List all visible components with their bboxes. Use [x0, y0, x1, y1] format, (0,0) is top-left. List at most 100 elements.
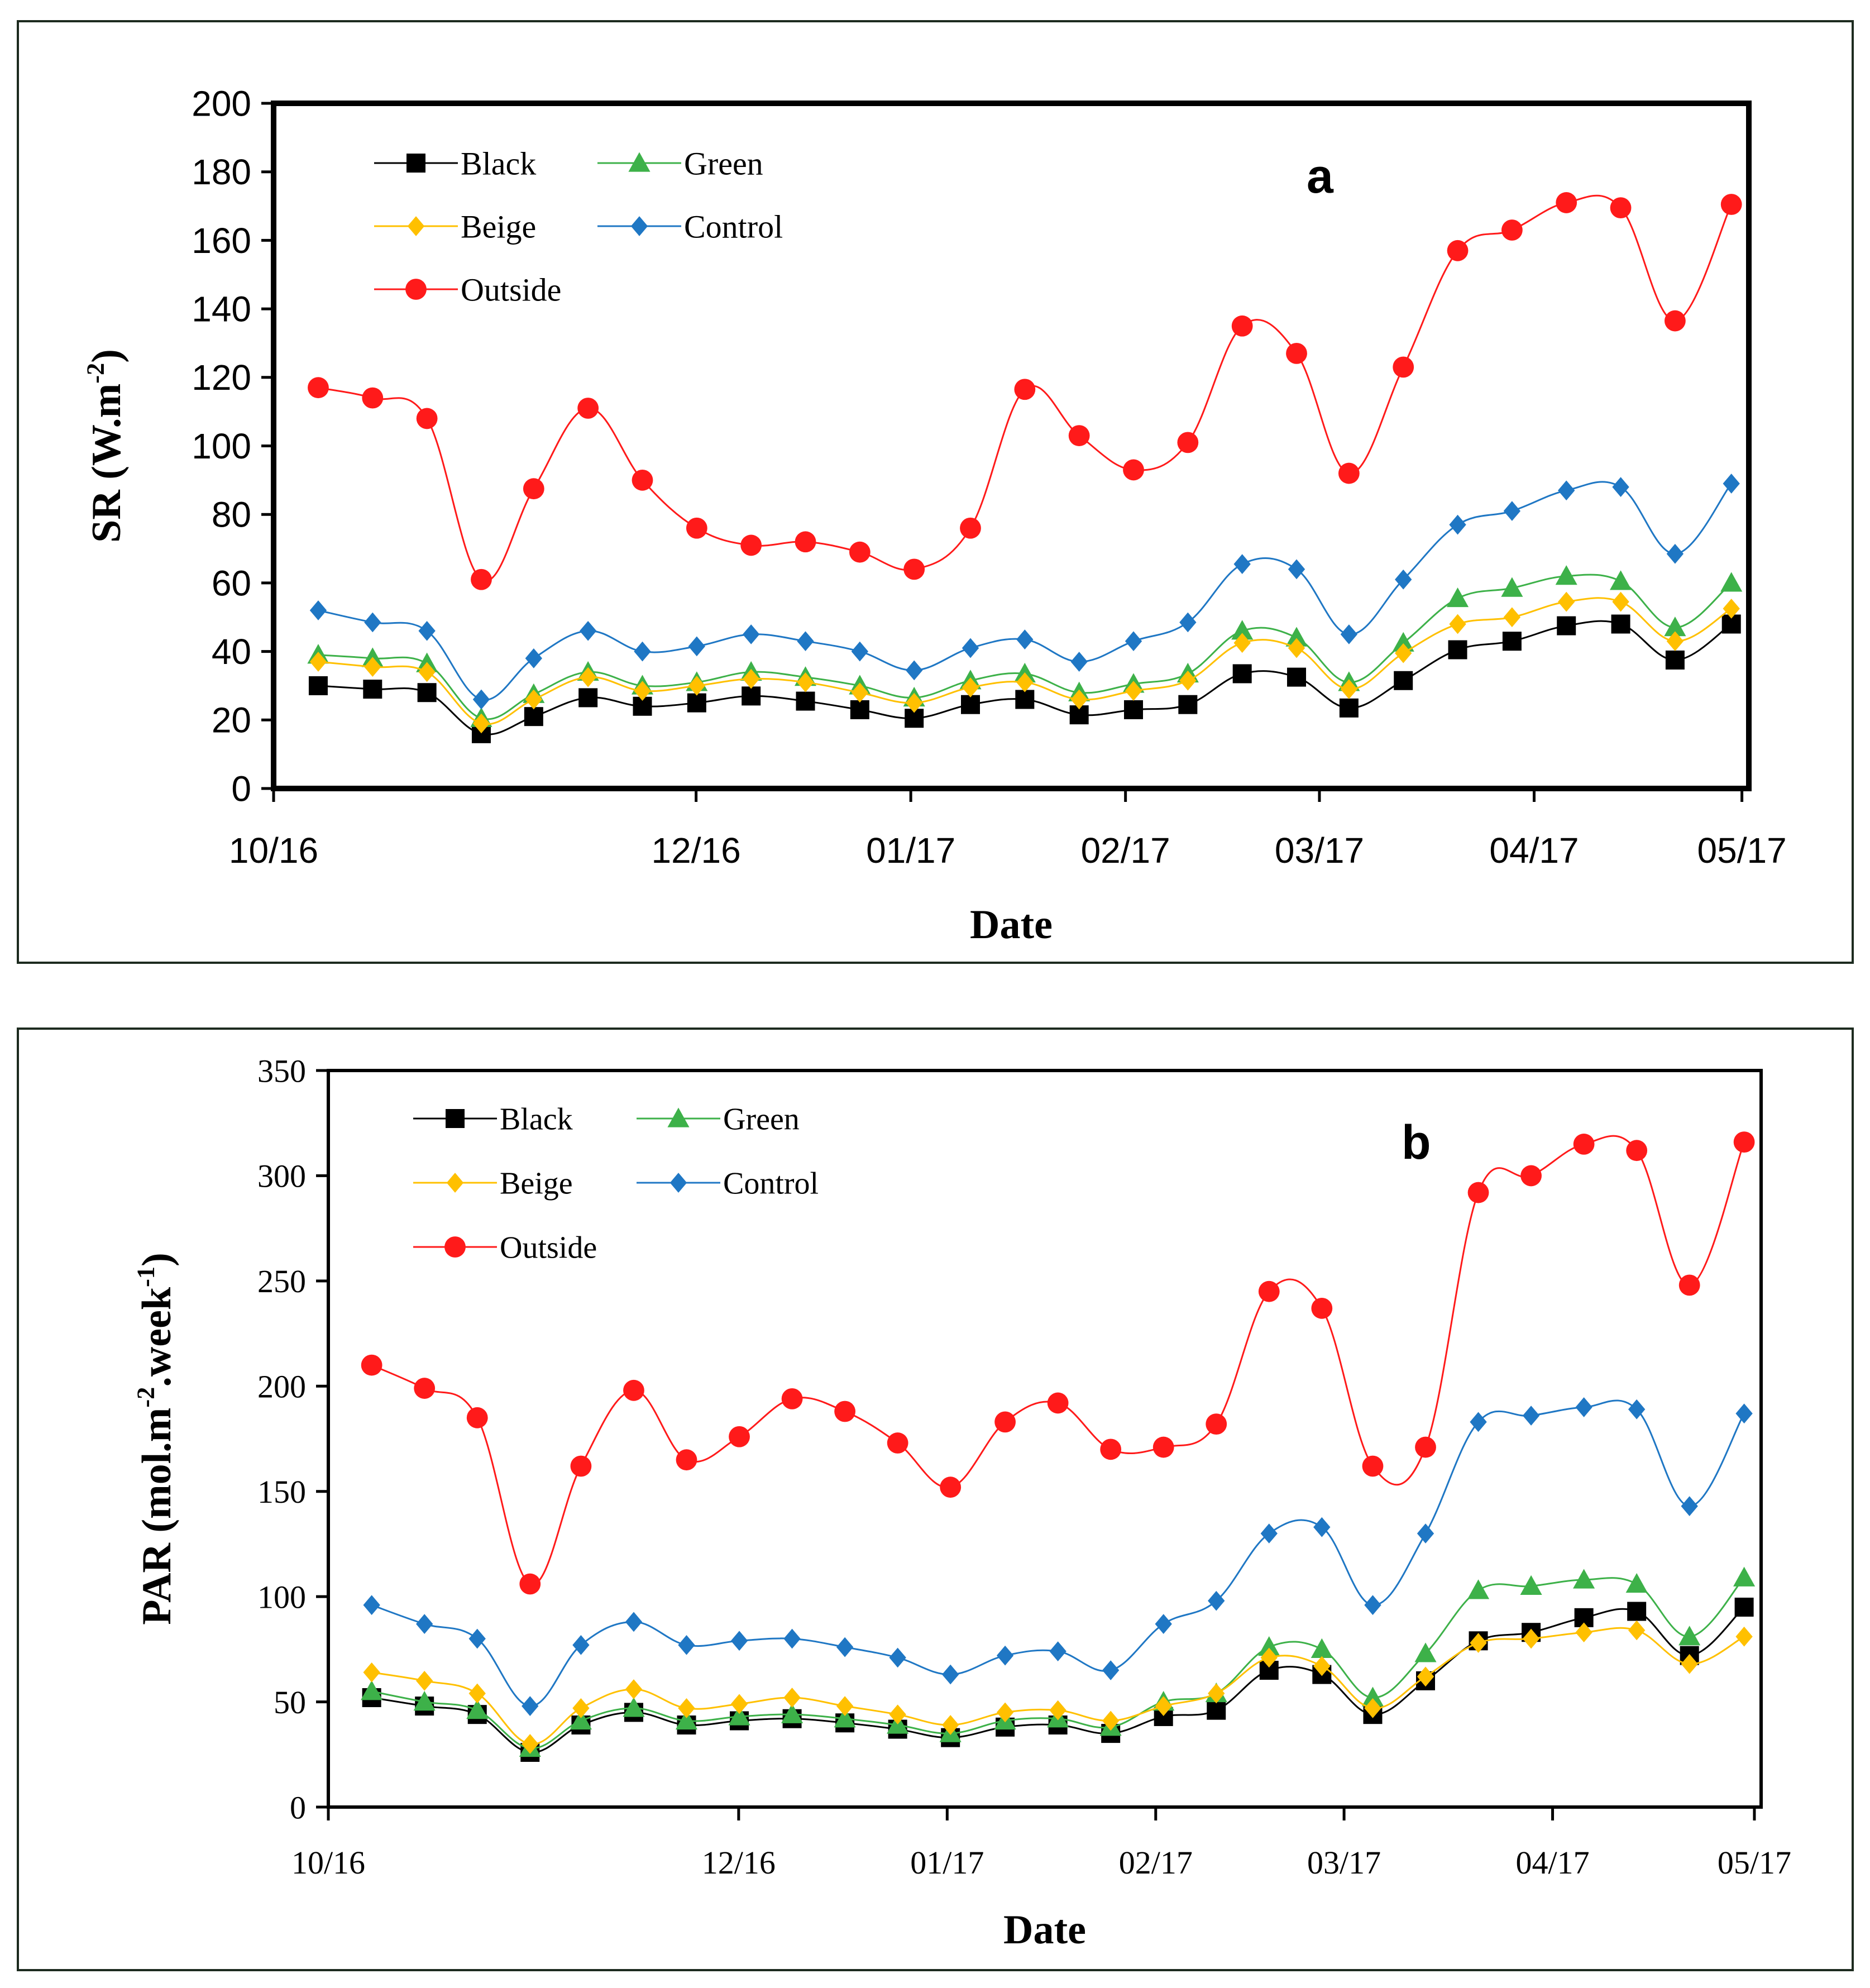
point-control: [1449, 514, 1466, 535]
point-outside: [1177, 432, 1199, 453]
point-outside: [903, 558, 925, 580]
chart-panel-a: [17, 20, 1854, 964]
point-green: [675, 1709, 698, 1730]
point-green: [834, 1708, 856, 1728]
point-green: [728, 1705, 750, 1726]
point-beige: [309, 652, 327, 672]
point-control: [1681, 1496, 1698, 1516]
point-outside: [1720, 194, 1742, 215]
point-beige: [1179, 670, 1197, 691]
point-green: [1720, 572, 1743, 592]
point-outside: [676, 1449, 697, 1471]
point-beige: [906, 692, 923, 713]
point-control: [418, 620, 436, 641]
point-control: [625, 1612, 643, 1632]
point-control: [1179, 612, 1197, 633]
point-beige: [1666, 631, 1684, 652]
point-beige: [889, 1704, 906, 1725]
y-tick-label: 200: [257, 1369, 306, 1405]
point-outside: [1665, 310, 1686, 332]
point-black: [1665, 650, 1685, 670]
point-beige: [1102, 1710, 1120, 1731]
point-green: [1361, 1686, 1384, 1707]
point-beige: [1395, 643, 1412, 663]
y-tick-label: 160: [192, 221, 251, 261]
legend-label: Beige: [461, 208, 536, 245]
point-control: [309, 600, 327, 620]
point-beige: [1364, 1698, 1381, 1718]
point-black: [1394, 671, 1413, 690]
point-control: [1016, 629, 1034, 649]
y-tick-label: 200: [192, 83, 251, 123]
point-control: [1070, 652, 1088, 672]
point-control: [1666, 543, 1684, 564]
series-control: [309, 474, 1740, 710]
point-beige: [743, 668, 760, 689]
point-beige: [1503, 607, 1521, 628]
legend-marker: [446, 1109, 465, 1128]
point-control: [688, 636, 706, 657]
point-control: [996, 1645, 1014, 1666]
point-black: [1557, 616, 1576, 635]
point-outside: [795, 531, 816, 553]
y-axis-title: SR (W.m-2): [81, 349, 130, 543]
point-beige: [1340, 679, 1358, 699]
legend-entry-control: Control: [597, 208, 783, 245]
point-outside: [1447, 240, 1469, 261]
point-beige: [836, 1696, 854, 1716]
point-beige: [1049, 1700, 1066, 1721]
point-beige: [1016, 672, 1034, 692]
point-beige: [364, 657, 381, 677]
point-beige: [1449, 614, 1466, 634]
point-outside: [1206, 1413, 1227, 1435]
point-outside: [994, 1411, 1016, 1433]
point-control: [1155, 1614, 1172, 1634]
point-beige: [522, 1734, 539, 1754]
x-tick-label: 03/17: [1307, 1844, 1381, 1881]
point-black: [1207, 1700, 1226, 1720]
point-outside: [416, 408, 438, 429]
point-green: [1678, 1626, 1701, 1646]
legend-label: Control: [723, 1167, 819, 1201]
point-outside: [1556, 192, 1577, 213]
point-beige: [1628, 1620, 1646, 1641]
panel-letter: a: [1307, 150, 1334, 203]
point-outside: [1573, 1133, 1595, 1155]
point-control: [1395, 569, 1412, 590]
y-tick-label: 100: [257, 1579, 306, 1615]
series-beige: [309, 591, 1740, 734]
point-beige: [1575, 1622, 1592, 1643]
point-outside: [1501, 219, 1523, 241]
point-control: [1208, 1590, 1225, 1611]
legend-marker: [405, 279, 427, 300]
y-axis-title: PAR (mol.m-2.week-1): [131, 1253, 180, 1625]
point-green: [1520, 1575, 1542, 1595]
legend-entry-beige: Beige: [413, 1167, 573, 1201]
point-outside: [1258, 1280, 1280, 1302]
point-black: [524, 707, 543, 727]
point-outside: [1362, 1455, 1384, 1477]
x-tick-label: 12/16: [652, 830, 741, 871]
point-green: [1285, 627, 1308, 647]
point-control: [1612, 477, 1629, 497]
point-control: [962, 638, 979, 658]
point-control: [743, 624, 760, 644]
point-control: [363, 1595, 380, 1616]
point-outside: [523, 478, 544, 500]
point-beige: [363, 1662, 380, 1683]
point-control: [572, 1635, 590, 1655]
point-outside: [519, 1573, 541, 1595]
legend-entry-green: Green: [637, 1102, 800, 1137]
point-outside: [1123, 459, 1144, 481]
point-green: [1555, 565, 1577, 585]
x-tick-label: 02/17: [1119, 1844, 1193, 1881]
series-line-outside: [371, 1135, 1745, 1585]
y-tick-label: 60: [212, 563, 251, 603]
point-control: [678, 1635, 695, 1655]
y-tick-label: 50: [274, 1684, 306, 1721]
point-beige: [1681, 1654, 1698, 1674]
point-black: [1015, 690, 1035, 709]
point-control: [783, 1628, 801, 1649]
point-beige: [579, 667, 597, 687]
point-outside: [686, 517, 707, 539]
